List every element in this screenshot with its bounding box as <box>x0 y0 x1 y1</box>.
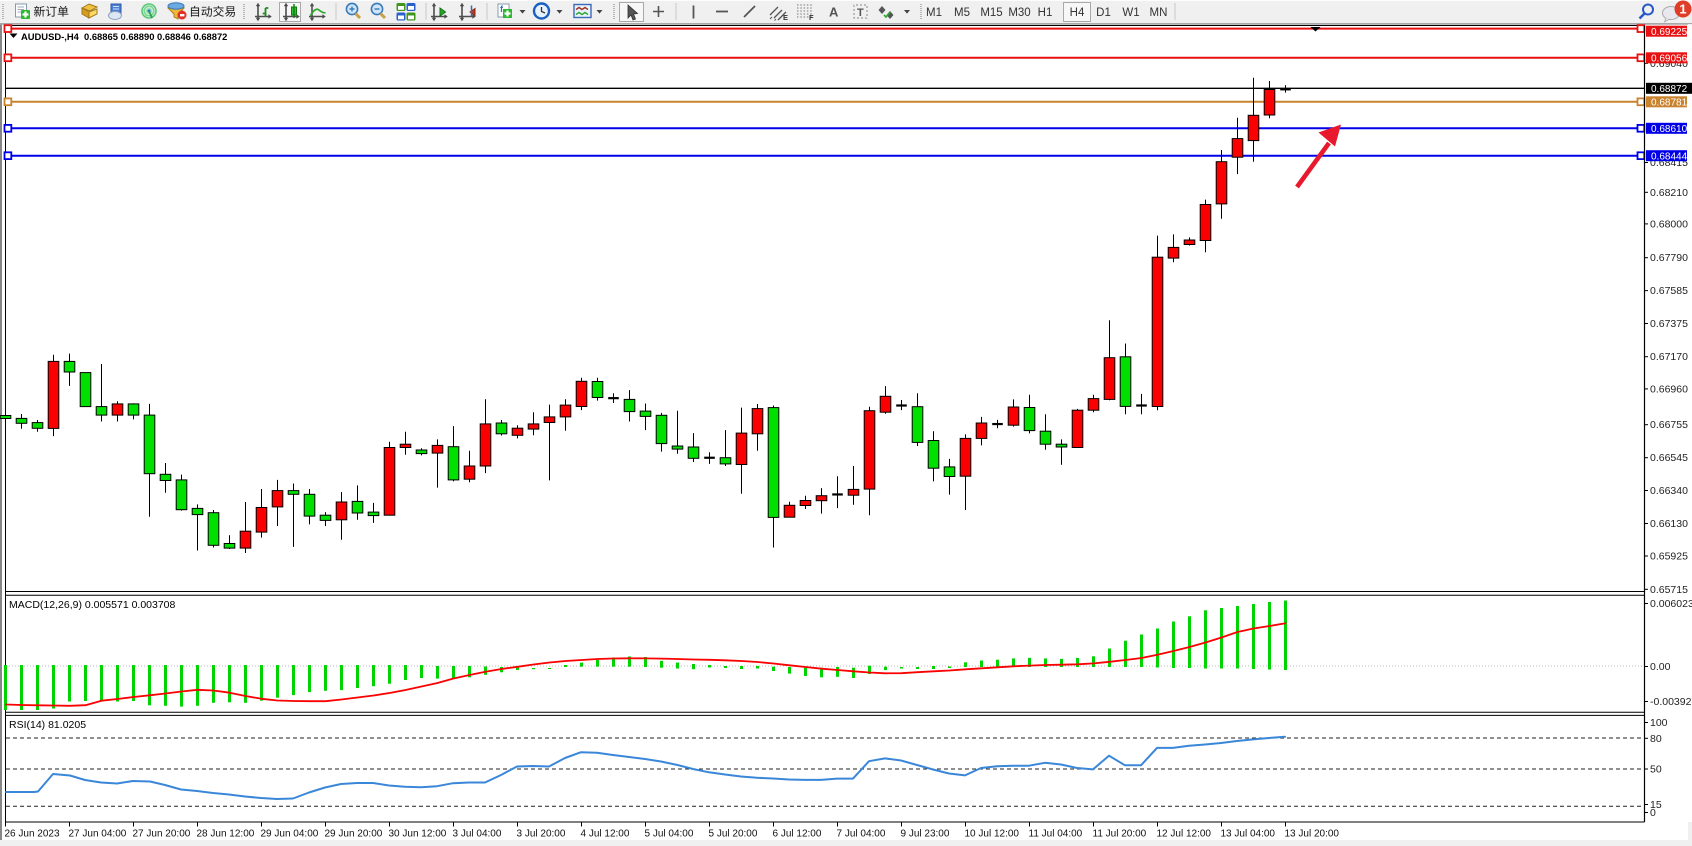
svg-text:F: F <box>809 13 814 22</box>
svg-text:MACD(12,26,9) 0.005571 0.00370: MACD(12,26,9) 0.005571 0.003708 <box>9 599 176 611</box>
svg-text:T: T <box>857 7 864 19</box>
svg-text:0.67790: 0.67790 <box>1650 252 1688 264</box>
svg-text:0.006023: 0.006023 <box>1650 598 1692 610</box>
svg-text:7 Jul 04:00: 7 Jul 04:00 <box>837 829 886 840</box>
svg-text:M1: M1 <box>926 7 942 19</box>
svg-text:M5: M5 <box>954 7 970 19</box>
svg-text:15: 15 <box>1650 799 1662 811</box>
svg-text:13 Jul 04:00: 13 Jul 04:00 <box>1221 829 1276 840</box>
svg-text:80: 80 <box>1650 733 1662 745</box>
svg-text:M15: M15 <box>980 7 1002 19</box>
svg-text:11 Jul 04:00: 11 Jul 04:00 <box>1029 829 1083 840</box>
svg-text:28 Jun 12:00: 28 Jun 12:00 <box>197 829 255 840</box>
svg-text:M30: M30 <box>1008 7 1030 19</box>
svg-text:0.66545: 0.66545 <box>1650 452 1688 464</box>
svg-text:9 Jul 23:00: 9 Jul 23:00 <box>901 829 950 840</box>
svg-text:f: f <box>500 4 504 14</box>
svg-text:0.65715: 0.65715 <box>1650 584 1688 596</box>
svg-text:5 Jul 04:00: 5 Jul 04:00 <box>645 829 694 840</box>
svg-text:0.66755: 0.66755 <box>1650 419 1688 431</box>
svg-text:0.68781: 0.68781 <box>1651 98 1688 109</box>
svg-text:E: E <box>783 13 788 22</box>
svg-text:1: 1 <box>1679 2 1686 17</box>
svg-text:26 Jun 2023: 26 Jun 2023 <box>5 829 60 840</box>
svg-text:0.69056: 0.69056 <box>1651 54 1688 65</box>
svg-text:0.65925: 0.65925 <box>1650 551 1688 563</box>
svg-text:0.66130: 0.66130 <box>1650 518 1688 530</box>
svg-text:13 Jul 20:00: 13 Jul 20:00 <box>1285 829 1340 840</box>
svg-text:H1: H1 <box>1038 7 1053 19</box>
svg-text:29 Jun 04:00: 29 Jun 04:00 <box>261 829 319 840</box>
svg-text:MN: MN <box>1150 7 1168 19</box>
svg-text:0.68610: 0.68610 <box>1651 124 1688 135</box>
svg-text:29 Jun 20:00: 29 Jun 20:00 <box>325 829 383 840</box>
svg-text:0.67170: 0.67170 <box>1650 351 1688 363</box>
svg-text:W1: W1 <box>1122 7 1139 19</box>
svg-text:27 Jun 20:00: 27 Jun 20:00 <box>133 829 191 840</box>
svg-text:4 Jul 12:00: 4 Jul 12:00 <box>581 829 630 840</box>
svg-text:0.66340: 0.66340 <box>1650 485 1688 497</box>
svg-text:0.67585: 0.67585 <box>1650 285 1688 297</box>
svg-text:0.69225: 0.69225 <box>1651 27 1688 38</box>
svg-text:0.68444: 0.68444 <box>1651 152 1688 163</box>
svg-text:A: A <box>829 5 839 20</box>
svg-text:0.68872: 0.68872 <box>1651 84 1688 95</box>
svg-text:30 Jun 12:00: 30 Jun 12:00 <box>389 829 447 840</box>
svg-text:D1: D1 <box>1096 7 1111 19</box>
svg-text:0.68210: 0.68210 <box>1650 187 1688 199</box>
svg-text:12 Jul 12:00: 12 Jul 12:00 <box>1157 829 1212 840</box>
svg-text:100: 100 <box>1650 717 1668 729</box>
svg-text:0.66960: 0.66960 <box>1650 383 1688 395</box>
svg-text:H4: H4 <box>1070 7 1085 19</box>
svg-text:11 Jul 20:00: 11 Jul 20:00 <box>1093 829 1147 840</box>
svg-text:3 Jul 04:00: 3 Jul 04:00 <box>453 829 502 840</box>
svg-text:0.67375: 0.67375 <box>1650 318 1688 330</box>
svg-text:0.00: 0.00 <box>1650 661 1671 673</box>
svg-text:50: 50 <box>1650 764 1662 776</box>
svg-text:10 Jul 12:00: 10 Jul 12:00 <box>965 829 1020 840</box>
svg-text:6 Jul 12:00: 6 Jul 12:00 <box>773 829 822 840</box>
svg-text:AUDUSD-,H4 0.68865 0.68890 0.: AUDUSD-,H4 0.68865 0.68890 0.68846 0.688… <box>21 31 227 42</box>
svg-text:27 Jun 04:00: 27 Jun 04:00 <box>69 829 127 840</box>
svg-text:0: 0 <box>1650 807 1656 819</box>
svg-text:0.68000: 0.68000 <box>1650 218 1688 230</box>
svg-text:5 Jul 20:00: 5 Jul 20:00 <box>709 829 758 840</box>
svg-text:3 Jul 20:00: 3 Jul 20:00 <box>517 829 566 840</box>
svg-text:RSI(14) 81.0205: RSI(14) 81.0205 <box>9 719 86 731</box>
